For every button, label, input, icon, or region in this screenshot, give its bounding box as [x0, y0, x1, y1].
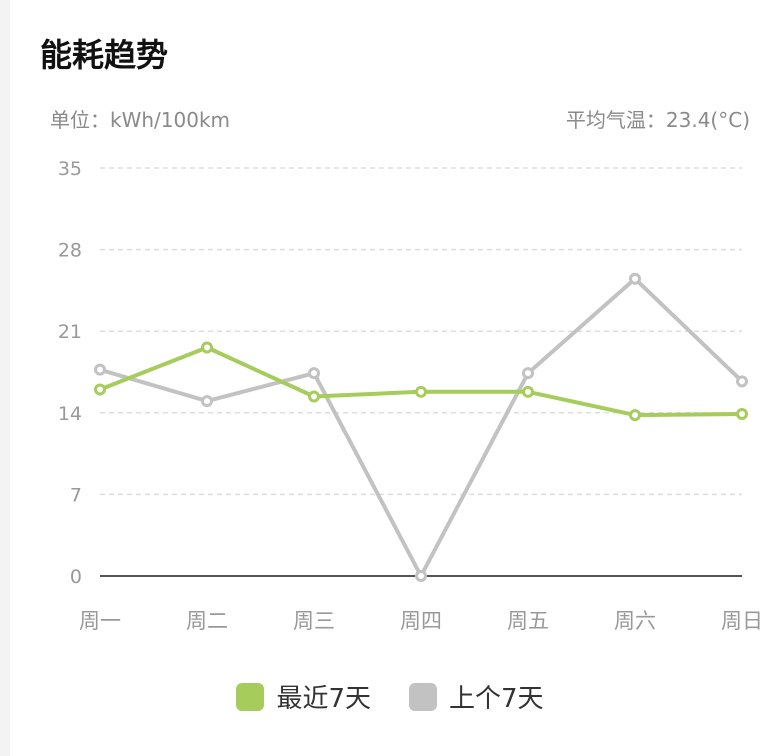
data-point-previous [736, 375, 748, 388]
series-line-previous [98, 276, 744, 578]
legend-swatch-previous [409, 682, 437, 711]
line-chart: 0 7 14 21 28 35 周一 周二 周三 周四 周五 周六 周日 [58, 158, 763, 633]
energy-trend-card [10, 0, 780, 756]
data-point-recent [736, 407, 748, 420]
data-point-previous [94, 363, 106, 376]
data-point-previous [522, 367, 534, 380]
legend-label-recent: 最近7天 [276, 684, 371, 714]
legend-item-previous[interactable]: 上个7天 [409, 678, 544, 715]
y-tick-label: 21 [58, 321, 82, 343]
data-point-recent [94, 383, 106, 396]
data-point-recent [415, 385, 427, 398]
y-tick-label: 35 [58, 158, 82, 180]
y-tick-label: 14 [58, 403, 82, 425]
data-point-recent [201, 341, 213, 354]
x-tick-label: 周三 [293, 609, 335, 633]
unit-label: 单位：kWh/100km [50, 108, 231, 132]
y-tick-label: 0 [70, 566, 82, 588]
x-tick-label: 周日 [721, 609, 763, 633]
data-point-recent [629, 409, 641, 422]
data-point-previous [201, 395, 213, 408]
y-tick-label: 28 [58, 240, 82, 262]
x-tick-label: 周六 [614, 609, 656, 633]
data-point-previous [415, 570, 427, 582]
data-point-recent [522, 385, 534, 398]
x-tick-label: 周一 [79, 609, 121, 633]
x-tick-label: 周二 [186, 609, 228, 633]
data-point-previous [629, 272, 641, 285]
chart-legend: 最近7天 上个7天 [0, 678, 780, 715]
y-tick-label: 7 [70, 484, 82, 506]
data-point-previous [308, 367, 320, 380]
series-line-recent [98, 345, 744, 418]
legend-item-recent[interactable]: 最近7天 [236, 678, 371, 715]
legend-swatch-recent [236, 682, 265, 711]
data-point-recent [308, 390, 320, 403]
x-tick-label: 周四 [400, 609, 442, 633]
legend-label-previous: 上个7天 [449, 684, 544, 714]
avg-temperature-label: 平均气温：23.4(°C) [565, 108, 750, 132]
x-tick-label: 周五 [507, 609, 549, 633]
page-title: 能耗趋势 [40, 36, 169, 74]
